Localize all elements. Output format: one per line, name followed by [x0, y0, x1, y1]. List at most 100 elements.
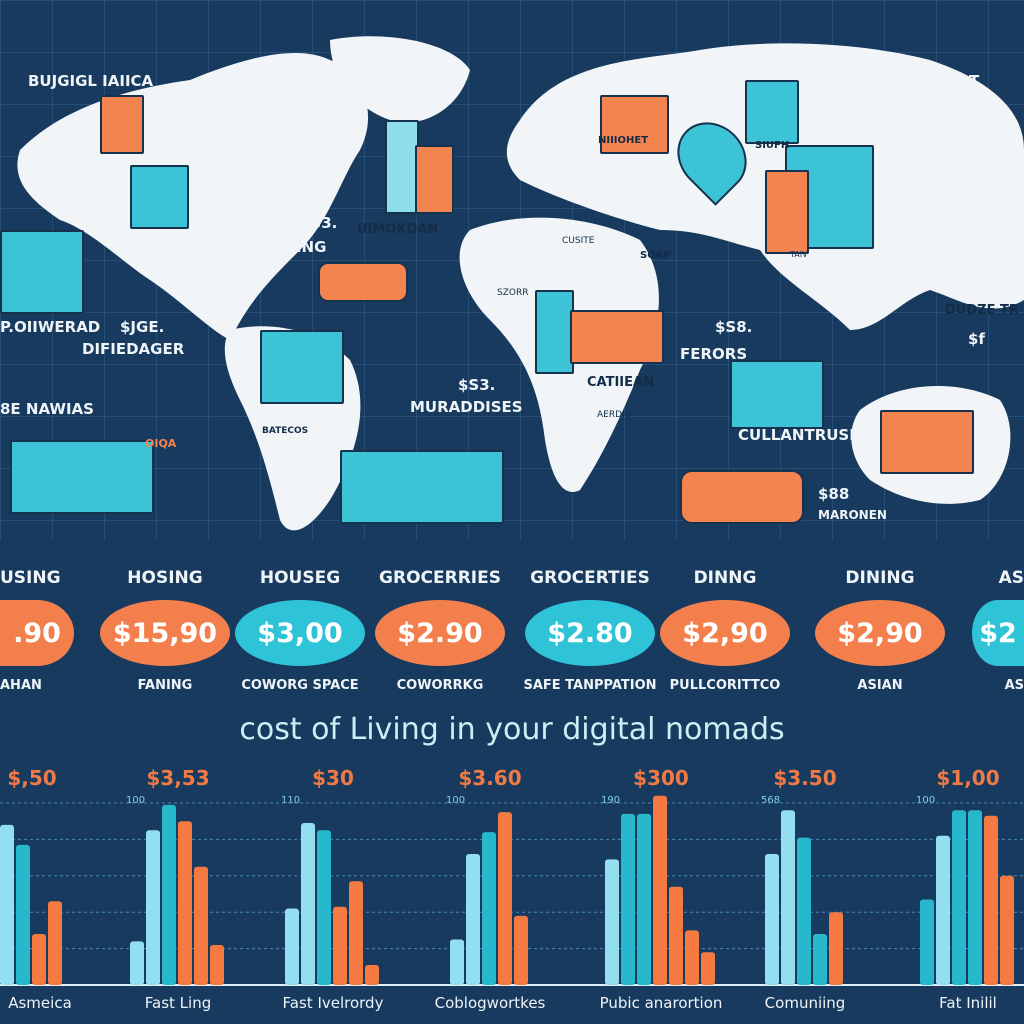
- cost-subtitle: SAFE TANPPATION: [523, 678, 657, 693]
- group-label: Fast Ivelrordy: [282, 994, 384, 1012]
- bar: [936, 835, 950, 985]
- bar: [669, 886, 683, 985]
- group-price-label: $3.60: [458, 766, 522, 790]
- building-icon: [745, 80, 799, 144]
- map-label: OIQA: [145, 437, 177, 450]
- bar: [813, 934, 827, 985]
- temple-icon: [730, 360, 824, 429]
- bar: [498, 812, 512, 985]
- cost-category: HOUSEG: [259, 568, 341, 588]
- bar: [365, 964, 379, 985]
- cost-category: DINNG: [693, 568, 757, 588]
- car-icon: [318, 262, 408, 302]
- map-label: $f: [968, 330, 985, 348]
- map-label: FURING: [262, 238, 327, 256]
- map-label: TAIV: [790, 250, 808, 259]
- cost-category: GROCERTIES: [530, 568, 650, 588]
- map-label: MURADDISES: [410, 398, 523, 416]
- bar: [48, 901, 62, 985]
- bar: [162, 804, 176, 985]
- bar: [701, 952, 715, 985]
- cost-category: GROCERRIES: [379, 568, 501, 588]
- cost-subtitle: AHAN: [0, 678, 42, 693]
- bar: [637, 813, 651, 985]
- tick-label: 100: [126, 795, 146, 806]
- cost-subtitle: AS: [1004, 678, 1024, 693]
- bar: [333, 906, 347, 985]
- bar: [349, 881, 363, 985]
- price-badge: $3,00: [235, 600, 365, 666]
- bar: [450, 939, 464, 985]
- tick-label: 100: [446, 795, 466, 806]
- building-icon: [10, 440, 154, 514]
- bar: [285, 908, 299, 985]
- building-icon: [570, 310, 664, 364]
- map-label: CULLANTRUSD: [738, 426, 862, 444]
- group-price-label: $3.50: [773, 766, 837, 790]
- map-label: CATIIEAN: [587, 375, 654, 390]
- map-label: DUDZE TR: [945, 303, 1019, 318]
- map-label: UIMOKDAN: [357, 222, 439, 237]
- world-map: BUJGIGL IAIICA COMN FIRINCEST UIMOKDAN F…: [0, 0, 1024, 540]
- group-price-label: $1,00: [936, 766, 1000, 790]
- building-icon: [100, 95, 144, 154]
- bar: [1000, 875, 1014, 985]
- map-label: $S3.: [300, 214, 338, 232]
- map-label: AERDIO: [597, 410, 632, 420]
- price-badge: .90: [0, 600, 74, 666]
- bar: [765, 853, 779, 985]
- cost-subtitle: FANING: [137, 678, 193, 693]
- group-price-label: $300: [633, 766, 689, 790]
- tick-label: 568: [761, 795, 781, 806]
- building-icon: [535, 290, 574, 374]
- bar: [952, 810, 966, 985]
- group-label: Comuniing: [764, 994, 846, 1012]
- group-label: Coblogwortkes: [434, 994, 546, 1012]
- cost-category: AS: [998, 568, 1024, 588]
- map-label: BATECOS: [262, 426, 309, 436]
- bar: [968, 810, 982, 985]
- bar: [685, 930, 699, 985]
- building-icon: [130, 165, 189, 229]
- bar: [466, 853, 480, 985]
- coworking-desk-icon: [260, 330, 344, 404]
- map-label: DIFIEDAGER: [82, 340, 185, 358]
- price-badge: $2,90: [815, 600, 945, 666]
- bar: [621, 813, 635, 985]
- bar: [16, 844, 30, 985]
- group-label: Fast Ling: [144, 994, 212, 1012]
- page-title: cost of Living in your digital nomads: [239, 712, 785, 747]
- building-icon: [765, 170, 809, 254]
- map-label: FERORS: [680, 345, 748, 363]
- tick-label: 110: [281, 795, 301, 806]
- city-skyline-icon: [340, 450, 504, 524]
- tick-label: 100: [916, 795, 936, 806]
- bar: [301, 823, 315, 985]
- price-badge: $2,90: [660, 600, 790, 666]
- map-label: SOAP: [640, 250, 671, 261]
- bar: [317, 830, 331, 985]
- bar: [653, 795, 667, 985]
- group-price-label: $30: [312, 766, 354, 790]
- bar: [829, 912, 843, 985]
- bar: [0, 824, 14, 985]
- map-label: 8E NAWIAS: [0, 400, 94, 418]
- bar-chart: [0, 795, 1024, 986]
- bar: [984, 815, 998, 985]
- map-label: CUSITE: [562, 236, 595, 246]
- cost-subtitle: COWORRKG: [396, 678, 484, 693]
- building-icon: [880, 410, 974, 474]
- group-label: Fat Inilil: [939, 994, 997, 1012]
- bar: [130, 941, 144, 985]
- cost-subtitle: PULLCORITTCO: [669, 678, 781, 693]
- group-price-label: $,50: [7, 766, 57, 790]
- greenland: [330, 36, 470, 123]
- bar: [146, 830, 160, 985]
- bar: [210, 944, 224, 985]
- group-label: Pubic anarortion: [599, 994, 723, 1012]
- map-label: $S8.: [715, 318, 753, 336]
- cost-category: USING: [0, 568, 61, 588]
- building-icon: [415, 145, 454, 214]
- group-price-label: $3,53: [146, 766, 210, 790]
- price-badge: $2: [972, 600, 1024, 666]
